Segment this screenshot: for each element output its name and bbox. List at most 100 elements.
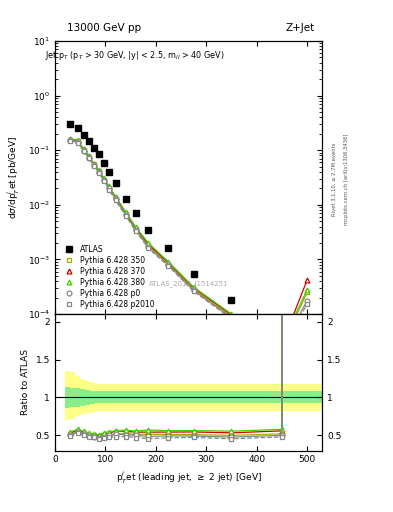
Pythia 6.428 380 — [86, 153, 91, 159]
Pythia 6.428 p0 — [101, 177, 106, 183]
Pythia 6.428 350 — [123, 211, 128, 217]
Pythia 6.428 p2010 — [229, 316, 234, 322]
Pythia 6.428 p2010 — [113, 198, 118, 204]
ATLAS — [97, 151, 101, 157]
ATLAS — [101, 160, 106, 166]
Pythia 6.428 350 — [75, 138, 80, 144]
Pythia 6.428 350 — [97, 168, 101, 175]
Pythia 6.428 370 — [68, 136, 72, 142]
Pythia 6.428 370 — [133, 225, 138, 231]
Pythia 6.428 350 — [191, 287, 196, 293]
Pythia 6.428 350 — [68, 137, 72, 143]
Pythia 6.428 380 — [146, 240, 151, 246]
Pythia 6.428 p2010 — [133, 228, 138, 234]
Pythia 6.428 370 — [305, 277, 310, 283]
Pythia 6.428 350 — [146, 242, 151, 248]
Pythia 6.428 p0 — [113, 196, 118, 202]
Pythia 6.428 370 — [229, 312, 234, 318]
Pythia 6.428 p0 — [81, 147, 86, 154]
ATLAS — [229, 297, 234, 303]
Pythia 6.428 p2010 — [92, 163, 96, 169]
ATLAS — [68, 121, 72, 127]
Line: Pythia 6.428 380: Pythia 6.428 380 — [68, 136, 310, 346]
Pythia 6.428 p2010 — [75, 139, 80, 145]
Text: ATLAS_2017_I1514251: ATLAS_2017_I1514251 — [149, 280, 228, 287]
Pythia 6.428 380 — [305, 287, 310, 293]
Pythia 6.428 p0 — [92, 162, 96, 168]
Pythia 6.428 350 — [101, 177, 106, 183]
Pythia 6.428 370 — [75, 138, 80, 144]
Pythia 6.428 p2010 — [107, 186, 111, 193]
Y-axis label: Ratio to ATLAS: Ratio to ATLAS — [21, 349, 30, 415]
Pythia 6.428 p0 — [305, 297, 310, 304]
Pythia 6.428 350 — [133, 226, 138, 232]
Line: Pythia 6.428 p0: Pythia 6.428 p0 — [68, 138, 310, 349]
ATLAS — [113, 180, 118, 186]
Pythia 6.428 p0 — [123, 211, 128, 218]
Pythia 6.428 p2010 — [68, 138, 72, 144]
Pythia 6.428 380 — [81, 146, 86, 152]
ATLAS — [123, 196, 128, 202]
Pythia 6.428 p2010 — [305, 301, 310, 307]
ATLAS — [305, 423, 310, 429]
ATLAS — [75, 124, 80, 131]
Line: Pythia 6.428 350: Pythia 6.428 350 — [68, 137, 310, 348]
Pythia 6.428 p2010 — [191, 288, 196, 294]
Pythia 6.428 350 — [81, 147, 86, 153]
Pythia 6.428 380 — [166, 259, 171, 265]
ATLAS — [81, 132, 86, 138]
Pythia 6.428 350 — [166, 261, 171, 267]
Pythia 6.428 350 — [305, 289, 310, 295]
ATLAS — [133, 210, 138, 217]
Pythia 6.428 370 — [81, 146, 86, 153]
Pythia 6.428 370 — [107, 184, 111, 190]
ATLAS — [107, 169, 111, 175]
Pythia 6.428 380 — [68, 136, 72, 142]
Pythia 6.428 380 — [113, 194, 118, 200]
Pythia 6.428 p2010 — [279, 345, 284, 351]
Pythia 6.428 380 — [97, 167, 101, 173]
Pythia 6.428 p0 — [191, 287, 196, 293]
Pythia 6.428 p0 — [166, 262, 171, 268]
Pythia 6.428 380 — [107, 183, 111, 189]
Pythia 6.428 370 — [146, 241, 151, 247]
Pythia 6.428 370 — [86, 153, 91, 159]
Pythia 6.428 380 — [279, 340, 284, 347]
ATLAS — [92, 145, 96, 151]
ATLAS — [191, 270, 196, 276]
Pythia 6.428 380 — [133, 224, 138, 230]
Pythia 6.428 380 — [75, 137, 80, 143]
Pythia 6.428 p0 — [75, 139, 80, 145]
Pythia 6.428 380 — [123, 209, 128, 215]
Pythia 6.428 p0 — [229, 314, 234, 321]
Pythia 6.428 p0 — [279, 344, 284, 350]
Pythia 6.428 p2010 — [97, 169, 101, 176]
Text: Rivet 3.1.10, ≥ 2.7M events: Rivet 3.1.10, ≥ 2.7M events — [332, 142, 337, 216]
Pythia 6.428 370 — [92, 161, 96, 167]
Text: Jet p$_{T}$ (p$_{T}$ > 30 GeV, |y| < 2.5, m$_{ll}$ > 40 GeV): Jet p$_{T}$ (p$_{T}$ > 30 GeV, |y| < 2.5… — [46, 49, 225, 62]
Pythia 6.428 380 — [191, 284, 196, 290]
Pythia 6.428 p0 — [86, 155, 91, 161]
ATLAS — [86, 138, 91, 144]
Pythia 6.428 380 — [229, 311, 234, 317]
Pythia 6.428 350 — [107, 185, 111, 191]
Pythia 6.428 380 — [101, 175, 106, 181]
X-axis label: p$_T^{j}$et (leading jet, $\geq$ 2 jet) [GeV]: p$_T^{j}$et (leading jet, $\geq$ 2 jet) … — [116, 470, 262, 486]
Pythia 6.428 350 — [279, 343, 284, 349]
Pythia 6.428 p2010 — [86, 155, 91, 161]
Legend: ATLAS, Pythia 6.428 350, Pythia 6.428 370, Pythia 6.428 380, Pythia 6.428 p0, Py: ATLAS, Pythia 6.428 350, Pythia 6.428 37… — [59, 244, 156, 310]
Pythia 6.428 p0 — [133, 227, 138, 233]
Pythia 6.428 p0 — [107, 185, 111, 191]
Text: 13000 GeV pp: 13000 GeV pp — [67, 23, 141, 33]
Pythia 6.428 370 — [191, 285, 196, 291]
Pythia 6.428 350 — [92, 161, 96, 167]
Line: Pythia 6.428 p2010: Pythia 6.428 p2010 — [68, 139, 309, 350]
ATLAS — [166, 245, 171, 251]
Y-axis label: d$\sigma$/dp$_T^{j}$et [pb/GeV]: d$\sigma$/dp$_T^{j}$et [pb/GeV] — [6, 136, 22, 219]
Text: Z+Jet: Z+Jet — [285, 23, 314, 33]
Pythia 6.428 370 — [279, 341, 284, 347]
Pythia 6.428 370 — [97, 168, 101, 174]
Line: Pythia 6.428 370: Pythia 6.428 370 — [68, 137, 310, 347]
Pythia 6.428 p2010 — [101, 178, 106, 184]
Pythia 6.428 370 — [101, 176, 106, 182]
